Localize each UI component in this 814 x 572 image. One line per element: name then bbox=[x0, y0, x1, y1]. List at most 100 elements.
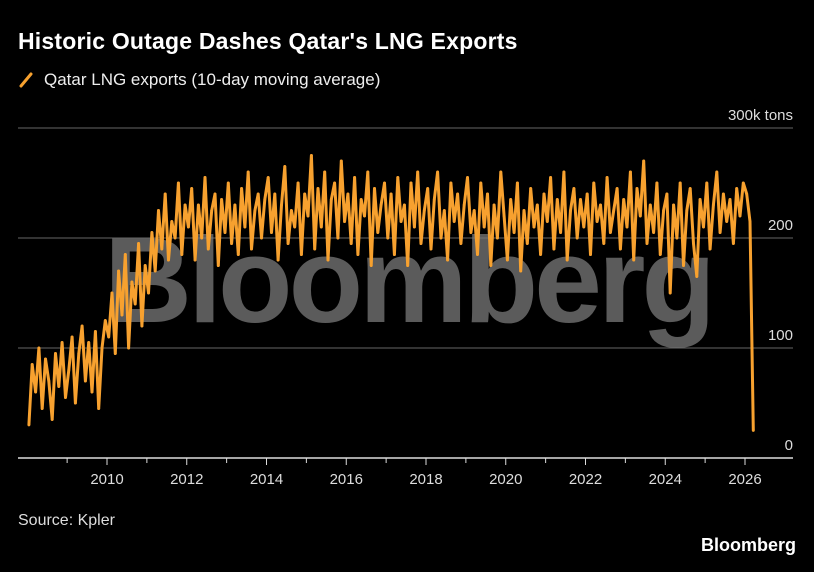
legend: Qatar LNG exports (10-day moving average… bbox=[18, 70, 380, 90]
data-point bbox=[708, 247, 712, 251]
data-point bbox=[738, 214, 742, 218]
data-point bbox=[516, 181, 519, 185]
data-point bbox=[472, 209, 476, 212]
data-point bbox=[682, 264, 685, 267]
data-point bbox=[206, 247, 210, 251]
data-point bbox=[37, 346, 41, 350]
data-point bbox=[748, 220, 752, 223]
data-point bbox=[459, 242, 463, 245]
y-tick-label: 200 bbox=[768, 217, 793, 234]
data-point bbox=[200, 236, 204, 240]
data-point bbox=[542, 192, 546, 196]
data-point bbox=[203, 176, 207, 179]
data-point bbox=[525, 242, 529, 245]
data-point bbox=[263, 198, 267, 201]
data-point bbox=[692, 242, 695, 245]
data-point bbox=[718, 231, 722, 234]
data-point bbox=[383, 181, 386, 185]
x-tick-label: 2026 bbox=[728, 471, 761, 488]
data-point bbox=[187, 225, 190, 229]
data-point bbox=[429, 247, 433, 251]
data-point bbox=[103, 319, 107, 322]
data-point bbox=[290, 209, 293, 212]
data-point bbox=[409, 181, 413, 185]
data-point bbox=[579, 198, 582, 201]
data-point bbox=[668, 291, 672, 295]
data-point bbox=[565, 258, 569, 262]
data-point bbox=[246, 170, 250, 174]
data-point bbox=[552, 247, 556, 251]
data-point bbox=[648, 203, 652, 207]
data-point bbox=[273, 192, 277, 196]
data-point bbox=[303, 192, 307, 196]
data-point bbox=[389, 192, 393, 196]
data-point bbox=[585, 192, 589, 196]
data-point bbox=[625, 225, 629, 229]
data-point bbox=[230, 242, 234, 245]
slash-line-icon bbox=[19, 72, 33, 88]
data-point bbox=[662, 209, 665, 212]
data-point bbox=[94, 330, 97, 333]
data-point bbox=[522, 209, 526, 212]
data-point bbox=[712, 203, 715, 207]
data-point bbox=[319, 225, 323, 229]
data-point bbox=[622, 198, 626, 201]
data-point bbox=[253, 209, 257, 212]
data-point bbox=[80, 324, 84, 328]
data-point bbox=[728, 198, 732, 201]
data-point bbox=[452, 220, 456, 223]
data-point bbox=[569, 209, 572, 212]
data-point bbox=[492, 203, 496, 207]
data-point bbox=[353, 176, 356, 179]
data-point bbox=[416, 170, 420, 174]
data-point bbox=[449, 181, 453, 185]
data-point bbox=[512, 231, 516, 234]
x-tick-label: 2018 bbox=[409, 471, 442, 488]
data-point bbox=[695, 275, 699, 278]
data-point bbox=[133, 302, 137, 306]
data-point bbox=[143, 264, 147, 267]
data-point bbox=[605, 176, 609, 179]
data-point bbox=[373, 187, 376, 190]
data-point bbox=[90, 390, 94, 394]
data-point bbox=[562, 170, 566, 174]
data-point bbox=[213, 192, 217, 196]
data-point bbox=[117, 269, 120, 273]
data-point bbox=[369, 264, 373, 267]
data-point bbox=[509, 198, 513, 201]
data-point bbox=[77, 352, 81, 355]
data-point bbox=[40, 407, 44, 410]
data-point bbox=[722, 192, 725, 196]
data-point bbox=[243, 225, 247, 229]
data-point bbox=[57, 385, 61, 388]
data-point bbox=[316, 187, 320, 190]
data-point bbox=[270, 231, 273, 234]
data-point bbox=[286, 242, 290, 245]
data-point bbox=[167, 258, 170, 262]
data-point bbox=[702, 225, 705, 229]
data-point bbox=[496, 236, 499, 240]
data-point bbox=[635, 187, 639, 190]
data-point bbox=[216, 264, 220, 267]
data-point bbox=[333, 181, 336, 185]
data-point bbox=[193, 258, 197, 262]
data-point bbox=[363, 214, 366, 218]
data-point bbox=[379, 203, 383, 207]
data-point bbox=[107, 335, 111, 339]
data-point bbox=[323, 170, 327, 174]
data-point bbox=[173, 236, 177, 240]
data-point bbox=[27, 423, 31, 427]
data-point bbox=[130, 280, 134, 284]
data-point bbox=[87, 341, 91, 344]
data-point bbox=[70, 335, 74, 339]
data-point bbox=[735, 187, 739, 190]
data-point bbox=[396, 176, 400, 179]
data-point bbox=[97, 407, 101, 410]
data-point bbox=[678, 181, 682, 185]
data-point bbox=[432, 198, 436, 201]
x-tick-label: 2012 bbox=[170, 471, 203, 488]
data-point bbox=[439, 236, 443, 240]
data-point bbox=[47, 379, 51, 383]
data-point bbox=[110, 291, 114, 295]
data-point bbox=[489, 264, 493, 267]
